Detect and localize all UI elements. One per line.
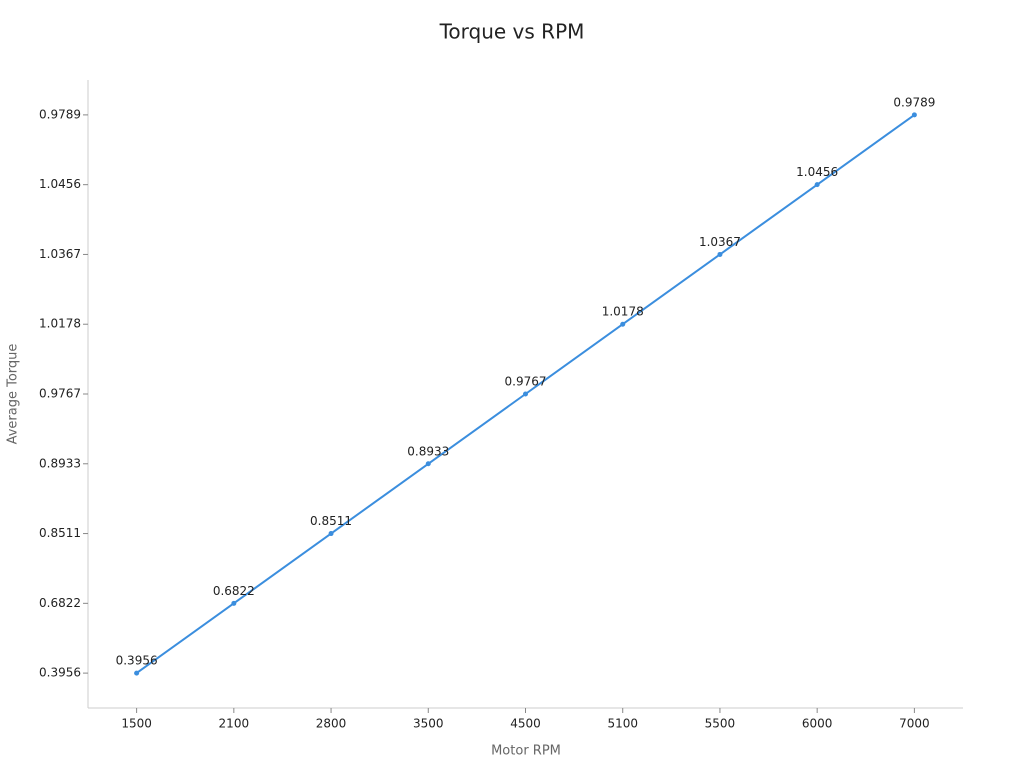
point [523,391,528,397]
x-tick-label: 4500 [510,717,541,731]
y-axis-label: Average Torque [6,344,21,445]
point [425,461,431,467]
y-tick-label: 0.9789 [39,107,81,121]
y-tick-label: 0.8933 [39,456,81,470]
x-tick-label: 1500 [121,717,152,731]
data-label: 0.8933 [407,444,449,458]
point [134,670,140,676]
point [620,321,626,327]
x-axis-label: Motor RPM [491,744,561,759]
point [328,531,334,537]
y-tick-label: 0.6822 [39,596,81,610]
data-label: 0.9767 [505,375,547,389]
y-tick-label: 1.0178 [39,317,81,331]
x-tick-label: 5100 [607,717,638,731]
data-label: 1.0178 [602,305,644,319]
data-label: 0.6822 [213,584,255,598]
data-label: 0.9789 [893,95,935,109]
x-tick-label: 6000 [802,717,833,731]
data-label: 0.3956 [116,654,158,668]
point [911,112,917,118]
point [231,600,237,606]
y-tick-label: 1.0456 [39,177,81,191]
x-tick-label: 3500 [413,717,444,731]
x-tick-label: 7000 [899,717,930,731]
y-tick-label: 0.8511 [39,526,81,540]
x-tick-label: 5500 [705,717,736,731]
point [814,182,820,188]
x-tick-label: 2800 [316,717,347,731]
point [717,251,723,257]
data-label: 1.0456 [796,165,838,179]
y-tick-label: 0.9767 [39,387,81,401]
y-tick-label: 1.0367 [39,247,81,261]
data-label: 0.8511 [310,514,352,528]
y-tick-label: 0.3956 [39,666,81,680]
x-tick-label: 2100 [219,717,250,731]
chart-title: Torque vs RPM [439,20,585,44]
data-label: 1.0367 [699,235,741,249]
